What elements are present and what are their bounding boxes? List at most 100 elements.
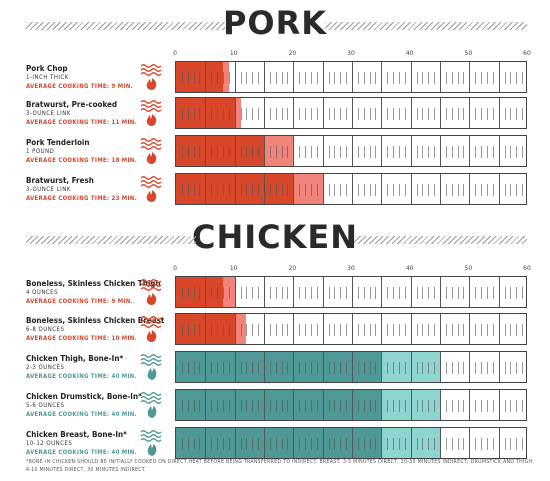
minute-tick — [428, 72, 430, 84]
indirect-heat-icon — [140, 429, 164, 461]
minute-tick — [328, 287, 330, 299]
minute-tick — [287, 72, 289, 84]
minute-tick — [398, 146, 400, 158]
minute-tick — [498, 277, 500, 307]
minute-tick — [346, 184, 348, 196]
minute-tick — [457, 72, 459, 84]
x-tick-label: 60 — [523, 50, 531, 57]
minute-tick — [252, 400, 254, 412]
x-tick-label: 50 — [464, 265, 473, 272]
minute-tick — [469, 277, 471, 307]
minute-tick — [440, 174, 441, 204]
minute-tick — [340, 108, 342, 120]
minute-tick — [422, 438, 424, 450]
minute-tick — [352, 390, 353, 420]
minute-tick — [457, 362, 459, 374]
minute-tick — [199, 108, 201, 120]
direct-heat-flame-icon — [140, 175, 164, 207]
minute-tick — [463, 287, 465, 299]
minute-tick — [410, 98, 412, 128]
minute-tick — [510, 146, 512, 158]
minute-tick — [357, 362, 359, 374]
chart-row: Bratwurst, Fresh 3-OUNCE LINK AVERAGE COOK… — [0, 173, 550, 207]
minute-tick — [434, 438, 436, 450]
minute-tick — [422, 287, 424, 299]
minute-tick — [240, 184, 242, 196]
direct-segment — [176, 428, 382, 458]
minute-tick — [422, 184, 424, 196]
minute-tick — [316, 287, 318, 299]
minute-tick — [310, 287, 312, 299]
minute-tick — [422, 400, 424, 412]
minute-tick — [310, 324, 312, 336]
minute-tick — [293, 98, 295, 128]
minute-tick — [481, 146, 483, 158]
minute-tick — [287, 324, 289, 336]
row-name: Pork Tenderloin — [26, 138, 90, 147]
x-tick-label: 20 — [288, 50, 297, 57]
minute-tick — [398, 324, 400, 336]
minute-tick — [310, 362, 312, 374]
minute-tick — [275, 400, 277, 412]
minute-tick — [357, 324, 359, 336]
minute-tick — [322, 136, 324, 166]
minute-tick — [281, 438, 283, 450]
minute-tick — [228, 400, 230, 412]
minute-tick — [434, 184, 436, 196]
minute-tick — [275, 362, 277, 374]
minute-tick — [187, 438, 189, 450]
row-average-time: AVERAGE COOKING TIME: 10 MIN. — [26, 335, 137, 342]
minute-tick — [222, 287, 224, 299]
minute-tick — [217, 184, 219, 196]
minute-tick — [486, 287, 488, 299]
minute-tick — [252, 146, 254, 158]
minute-tick — [393, 287, 395, 299]
minute-tick — [510, 72, 512, 84]
minute-tick — [334, 438, 336, 450]
minute-tick — [281, 146, 283, 158]
minute-tick — [410, 136, 412, 166]
minute-tick — [252, 287, 254, 299]
minute-tick — [369, 438, 371, 450]
minute-tick — [428, 108, 430, 120]
minute-tick — [246, 438, 248, 450]
minute-tick — [387, 108, 389, 120]
minute-tick — [310, 146, 312, 158]
minute-tick — [205, 98, 207, 128]
minute-tick — [498, 314, 500, 344]
minute-tick — [228, 287, 230, 299]
minute-tick — [240, 400, 242, 412]
minute-tick — [299, 184, 301, 196]
minute-tick — [252, 108, 254, 120]
minute-tick — [352, 277, 353, 307]
minute-tick — [416, 438, 418, 450]
minute-tick — [381, 314, 383, 344]
minute-tick — [416, 287, 418, 299]
minute-tick — [322, 352, 324, 382]
minute-tick — [310, 184, 312, 196]
minute-tick — [211, 287, 213, 299]
minute-tick — [428, 438, 430, 450]
minute-tick — [404, 362, 406, 374]
minute-tick — [463, 72, 465, 84]
indirect-heat-icon — [140, 391, 164, 423]
minute-tick — [305, 287, 307, 299]
minute-tick — [451, 362, 453, 374]
minute-tick — [269, 324, 271, 336]
minute-tick — [357, 400, 359, 412]
minute-tick — [375, 146, 377, 158]
minute-tick — [393, 438, 395, 450]
minute-tick — [416, 400, 418, 412]
minute-tick — [193, 72, 195, 84]
minute-tick — [334, 184, 336, 196]
minute-tick — [445, 438, 447, 450]
minute-tick — [287, 108, 289, 120]
minute-tick — [416, 108, 418, 120]
minute-tick — [211, 362, 213, 374]
title-hatch-left — [26, 22, 226, 30]
minute-tick — [340, 324, 342, 336]
minute-tick — [346, 438, 348, 450]
minute-tick — [240, 362, 242, 374]
minute-tick — [363, 72, 365, 84]
minute-tick — [504, 400, 506, 412]
